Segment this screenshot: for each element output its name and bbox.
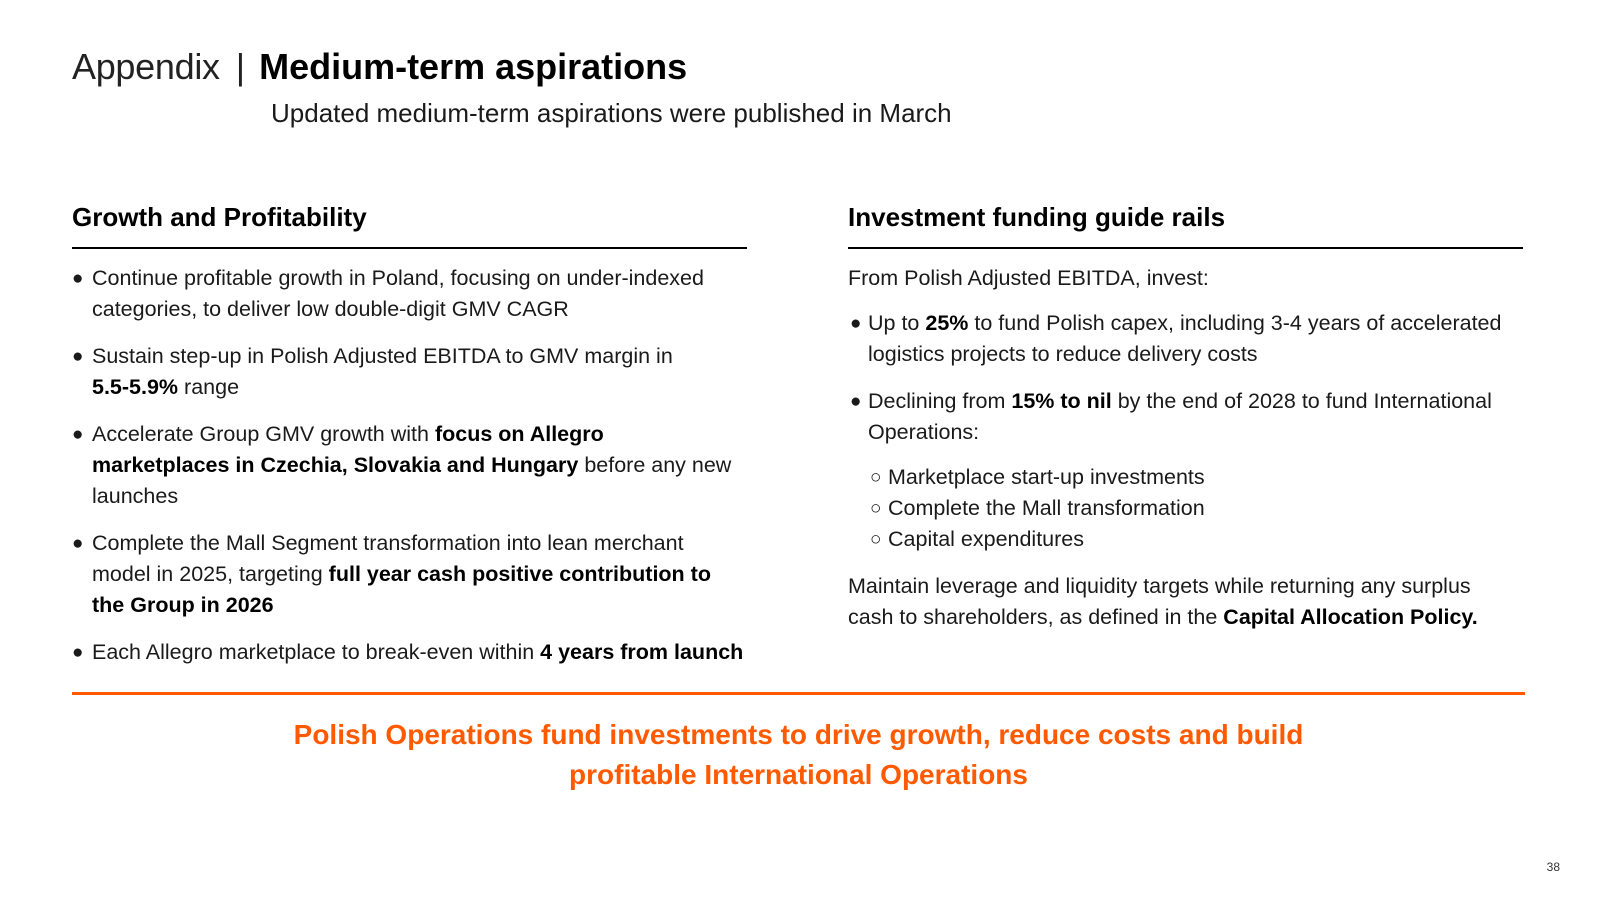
closing-statement: Maintain leverage and liquidity targets … — [848, 574, 1478, 629]
sub-list-item: ○ Marketplace start-up investments — [870, 462, 1523, 493]
bullet-dot-icon: ● — [850, 391, 862, 412]
investment-funding-heading: Investment funding guide rails — [848, 200, 1523, 249]
bullet-ring-icon: ○ — [870, 467, 882, 488]
bullet-dot-icon: ● — [72, 424, 84, 445]
list-item: ● Up to 25% to fund Polish capex, includi… — [848, 308, 1523, 370]
bullet-dot-icon: ● — [72, 268, 84, 289]
bullet-dot-icon: ● — [72, 533, 84, 554]
orange-divider — [72, 692, 1525, 695]
page-number: 38 — [1546, 860, 1560, 874]
list-item: ● Complete the Mall Segment transformatio… — [72, 528, 732, 621]
funding-intro: From Polish Adjusted EBITDA, invest: — [848, 266, 1209, 290]
capital-allocation-policy: Capital Allocation Policy. — [1223, 605, 1478, 629]
list-item: ● Continue profitable growth in Poland, f… — [72, 263, 732, 325]
investment-funding-column: Investment funding guide rails From Poli… — [848, 200, 1523, 633]
funding-bullet-list: ● Up to 25% to fund Polish capex, includi… — [848, 308, 1523, 448]
bullet-dot-icon: ● — [72, 642, 84, 663]
sub-list-item: ○ Complete the Mall transformation — [870, 493, 1523, 524]
title-main: Medium-term aspirations — [259, 46, 688, 87]
list-item: ● Sustain step-up in Polish Adjusted EBIT… — [72, 341, 712, 403]
list-item: ● Declining from 15% to nil by the end of… — [848, 386, 1523, 448]
list-item: ● Each Allegro marketplace to break-even … — [72, 637, 782, 668]
growth-profitability-heading: Growth and Profitability — [72, 200, 747, 249]
bullet-dot-icon: ● — [72, 346, 84, 367]
bullet-ring-icon: ○ — [870, 529, 882, 550]
bullet-dot-icon: ● — [850, 313, 862, 334]
list-item: ● Accelerate Group GMV growth with focus … — [72, 419, 742, 512]
growth-bullet-list: ● Continue profitable growth in Poland, f… — [72, 263, 747, 668]
funding-sub-bullet-list: ○ Marketplace start-up investments ○ Compl… — [870, 462, 1523, 555]
growth-profitability-column: Growth and Profitability ● Continue profi… — [72, 200, 747, 684]
slide-subtitle: Updated medium-term aspirations were pub… — [271, 98, 952, 128]
sub-list-item: ○ Capital expenditures — [870, 524, 1523, 555]
title-separator: | — [235, 46, 246, 87]
title-prefix: Appendix — [72, 46, 220, 87]
slide-title: Appendix | Medium-term aspirations — [72, 44, 687, 90]
summary-tagline: Polish Operations fund investments to dr… — [293, 719, 1304, 790]
bullet-ring-icon: ○ — [870, 498, 882, 519]
